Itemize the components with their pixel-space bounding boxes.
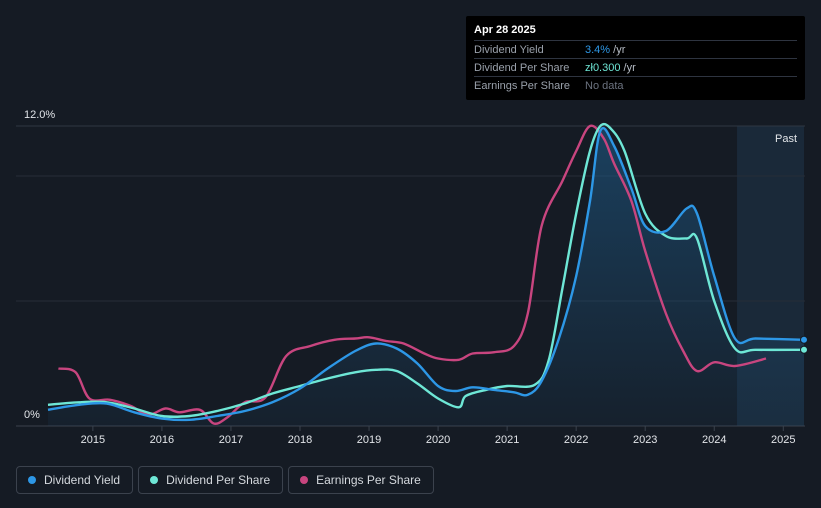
- past-label: Past: [775, 133, 797, 145]
- tooltip-unit: /yr: [610, 43, 626, 56]
- chart-plot: 12.0% 0% Past 2015 2016 2017 2018 2019 2020 20…: [16, 109, 808, 446]
- tooltip-label: Dividend Yield: [474, 43, 544, 56]
- x-tick-label: 2018: [288, 434, 312, 446]
- legend-label: Dividend Yield: [44, 473, 121, 487]
- x-tick-label: 2017: [219, 434, 243, 446]
- x-tick-label: 2015: [81, 434, 105, 446]
- legend-dot-icon: [28, 476, 36, 484]
- legend: Dividend Yield Dividend Per Share Earnin…: [16, 466, 434, 494]
- tooltip-date: Apr 28 2025: [474, 24, 536, 36]
- legend-item-dividend-yield[interactable]: Dividend Yield: [16, 466, 134, 494]
- x-tick-label: 2019: [357, 434, 381, 446]
- legend-label: Dividend Per Share: [166, 473, 271, 487]
- tooltip: Apr 28 2025 Dividend Yield 3.4% /yr Divi…: [466, 16, 805, 100]
- x-tick-label: 2020: [426, 434, 450, 446]
- tooltip-value: 3.4%: [585, 43, 611, 56]
- series-layer: [47, 122, 808, 426]
- x-tick-label: 2022: [564, 434, 588, 446]
- series-line-earnings-per-share: [58, 124, 767, 425]
- tooltip-unit: /yr: [620, 61, 636, 74]
- legend-label: Earnings Per Share: [316, 473, 421, 487]
- legend-dot-icon: [150, 476, 159, 484]
- x-tick-label: 2021: [495, 434, 519, 446]
- series-end-marker-dividend-yield: [800, 335, 808, 344]
- y-axis-label-zero: 0%: [24, 409, 40, 421]
- tooltip-label: Earnings Per Share: [474, 79, 570, 92]
- tooltip-label: Dividend Per Share: [474, 61, 570, 74]
- series-area-dividend-yield: [48, 128, 804, 426]
- legend-item-earnings-per-share[interactable]: Earnings Per Share: [288, 466, 434, 494]
- tooltip-value: No data: [585, 79, 624, 92]
- x-tick-label: 2023: [633, 434, 657, 446]
- legend-item-dividend-per-share[interactable]: Dividend Per Share: [138, 466, 284, 494]
- x-tick-label: 2024: [702, 434, 726, 446]
- tooltip-row-earnings-per-share: Earnings Per Share No data: [474, 76, 797, 94]
- series-end-marker-dividend-per-share: [800, 345, 808, 354]
- x-tick-label: 2016: [150, 434, 174, 446]
- tooltip-row-dividend-yield: Dividend Yield 3.4% /yr: [474, 40, 797, 58]
- y-axis-label-top: 12.0%: [24, 109, 55, 121]
- legend-dot-icon: [300, 476, 309, 484]
- series-line-dividend-per-share: [47, 122, 805, 418]
- x-axis: 2015 2016 2017 2018 2019 2020 2021 2022 2023 2024…: [81, 426, 796, 446]
- tooltip-row-dividend-per-share: Dividend Per Share zł0.300 /yr: [474, 58, 797, 76]
- series-line-dividend-yield: [47, 126, 805, 422]
- tooltip-value: zł0.300: [585, 61, 621, 74]
- x-tick-label: 2025: [771, 434, 795, 446]
